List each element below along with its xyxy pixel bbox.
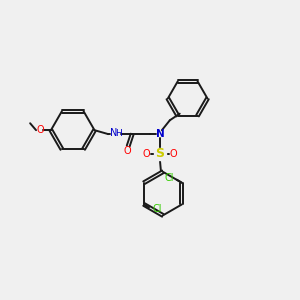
- Text: Cl: Cl: [152, 204, 162, 214]
- Text: N: N: [155, 129, 164, 139]
- Bar: [154, 148, 166, 160]
- Text: O: O: [123, 146, 131, 156]
- Text: O: O: [170, 149, 178, 159]
- Text: S: S: [155, 148, 164, 160]
- Text: O: O: [142, 149, 150, 159]
- Text: H: H: [115, 129, 122, 138]
- Text: N: N: [110, 128, 117, 138]
- Text: Cl: Cl: [164, 173, 174, 183]
- Text: O: O: [36, 125, 44, 135]
